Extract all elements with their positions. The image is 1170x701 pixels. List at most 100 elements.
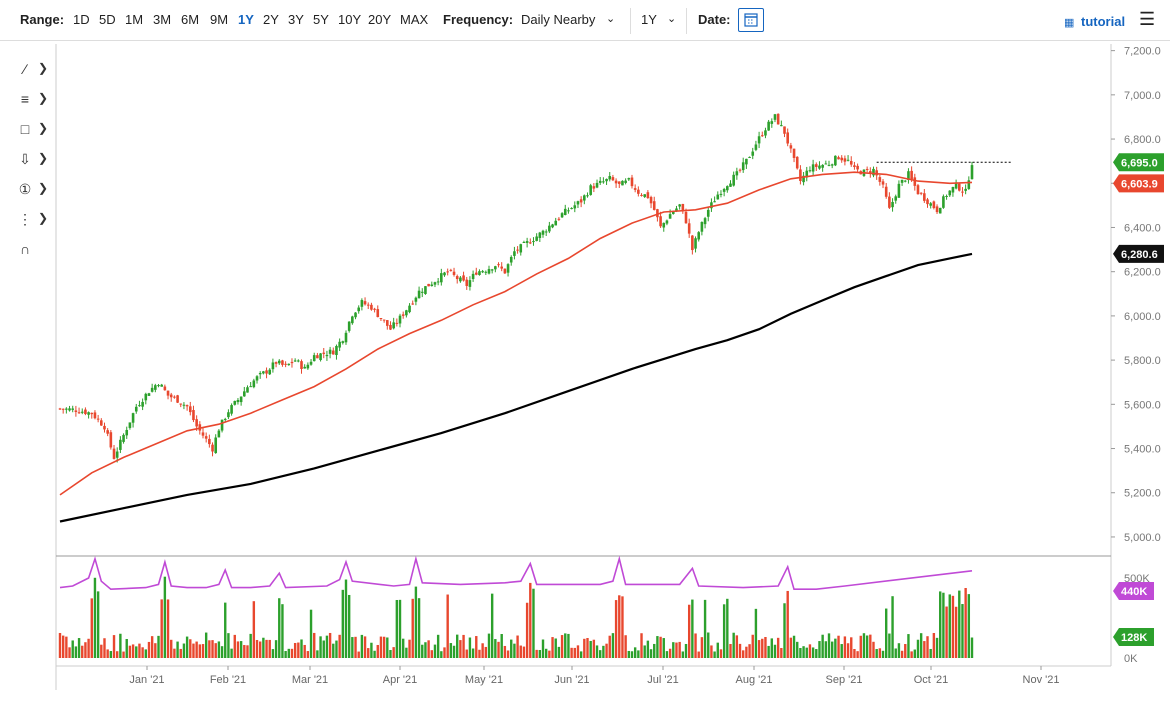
- period-select[interactable]: 1Y: [641, 12, 657, 27]
- candle-body: [300, 361, 303, 369]
- range-button-1y[interactable]: 1Y: [238, 12, 254, 27]
- range-button-5d[interactable]: 5D: [99, 12, 116, 27]
- shape-tool-button[interactable]: □ ❯: [14, 121, 54, 143]
- last-price-label: 6,695.0: [1113, 153, 1164, 172]
- candle-body: [563, 208, 567, 216]
- volume-bar: [573, 647, 576, 658]
- volume-bar: [770, 638, 774, 658]
- candle-body: [376, 309, 380, 318]
- menu-icon[interactable]: ☰: [1139, 9, 1156, 29]
- volume-bar: [904, 644, 907, 658]
- volume-bar: [249, 633, 252, 658]
- candle-body: [595, 182, 599, 188]
- volume-bar: [440, 651, 443, 658]
- volume-bar: [74, 646, 78, 658]
- volume-bar: [611, 633, 615, 658]
- measure-tool-icon: ⋮: [18, 211, 32, 227]
- volume-bar: [147, 641, 151, 658]
- range-button-20y[interactable]: 20Y: [368, 12, 392, 27]
- volume-bar: [354, 636, 357, 658]
- candle-body: [567, 210, 570, 212]
- volume-bar: [713, 651, 716, 658]
- candle-body: [290, 361, 294, 364]
- arrow-tool-button[interactable]: ⇩ ❯: [14, 151, 54, 173]
- chevron-down-icon[interactable]: ⌄: [667, 13, 677, 25]
- range-button-6m[interactable]: 6M: [181, 12, 200, 27]
- measure-tool-button[interactable]: ⋮ ❯: [14, 211, 54, 233]
- candle-body: [560, 213, 564, 218]
- candle-body: [433, 282, 437, 285]
- volume-bar: [837, 635, 840, 658]
- magnet-tool-button[interactable]: ∩: [14, 241, 54, 263]
- volume-bar: [325, 635, 329, 658]
- volume-bar: [875, 649, 878, 658]
- volume-bar: [529, 582, 532, 658]
- volume-bar: [538, 650, 542, 658]
- candle-body: [875, 170, 878, 176]
- volume-bar: [916, 639, 920, 658]
- volume-bar: [554, 638, 557, 658]
- range-button-1m[interactable]: 1M: [125, 12, 144, 27]
- range-button-1d[interactable]: 1D: [73, 12, 90, 27]
- volume-bar: [443, 647, 446, 658]
- candle-body: [115, 451, 119, 458]
- volume-bar: [81, 645, 84, 658]
- chevron-down-icon[interactable]: ⌄: [606, 13, 616, 25]
- candle-body: [411, 303, 415, 305]
- volume-bar: [646, 640, 650, 658]
- frequency-select[interactable]: Daily Nearby: [521, 12, 596, 27]
- volume-bar: [621, 596, 624, 658]
- volume-bar: [417, 598, 421, 658]
- candle-body: [217, 430, 221, 438]
- calendar-button[interactable]: [738, 8, 764, 32]
- chevron-right-icon: ❯: [38, 91, 49, 105]
- volume-bar: [595, 645, 599, 658]
- volume-bar: [71, 640, 74, 658]
- candle-body: [443, 272, 446, 276]
- volume-bar: [729, 644, 732, 658]
- number-marker-button[interactable]: ① ❯: [14, 181, 54, 203]
- candle-body: [395, 322, 399, 324]
- range-button-10y[interactable]: 10Y: [338, 12, 362, 27]
- range-button-9m[interactable]: 9M: [210, 12, 229, 27]
- candle-body: [869, 171, 872, 174]
- film-icon[interactable]: ▦: [1064, 17, 1075, 29]
- volume-bar: [548, 650, 551, 658]
- candle-body: [398, 315, 402, 324]
- candle-body: [738, 169, 742, 171]
- candle-body: [481, 271, 484, 273]
- volume-bar: [252, 601, 256, 658]
- range-button-3m[interactable]: 3M: [153, 12, 172, 27]
- candle-body: [748, 156, 751, 158]
- candle-body: [888, 196, 891, 208]
- candle-body: [309, 361, 313, 365]
- candle-body: [176, 395, 179, 403]
- tutorial-link[interactable]: tutorial: [1081, 14, 1126, 29]
- volume-bar: [430, 650, 433, 658]
- volume-bar: [224, 602, 227, 658]
- ma-short-line: [59, 171, 973, 496]
- volume-bar: [751, 634, 754, 658]
- volume-bar: [328, 632, 332, 658]
- range-button-2y[interactable]: 2Y: [263, 12, 279, 27]
- volume-bar: [687, 604, 691, 658]
- volume-bar: [236, 641, 240, 658]
- range-button-3y[interactable]: 3Y: [288, 12, 304, 27]
- candle-body: [93, 412, 97, 419]
- price-tick-label: 5,800.0: [1124, 355, 1161, 367]
- range-button-max[interactable]: MAX: [400, 12, 429, 27]
- calendar-icon: [744, 13, 758, 27]
- fibonacci-tool-button[interactable]: ≡ ❯: [14, 91, 54, 113]
- ma-short-label-bg: [1113, 174, 1164, 193]
- volume-bar: [112, 635, 116, 658]
- line-tool-button[interactable]: ∕ ❯: [14, 61, 54, 83]
- volume-bar: [748, 644, 751, 658]
- volume-bar: [878, 648, 882, 658]
- volume-bar: [754, 608, 758, 658]
- volume-bar: [179, 648, 182, 658]
- candle-body: [487, 269, 491, 274]
- candle-body: [420, 291, 424, 293]
- candle-body: [293, 360, 297, 362]
- candle-body: [474, 272, 478, 275]
- range-button-5y[interactable]: 5Y: [313, 12, 329, 27]
